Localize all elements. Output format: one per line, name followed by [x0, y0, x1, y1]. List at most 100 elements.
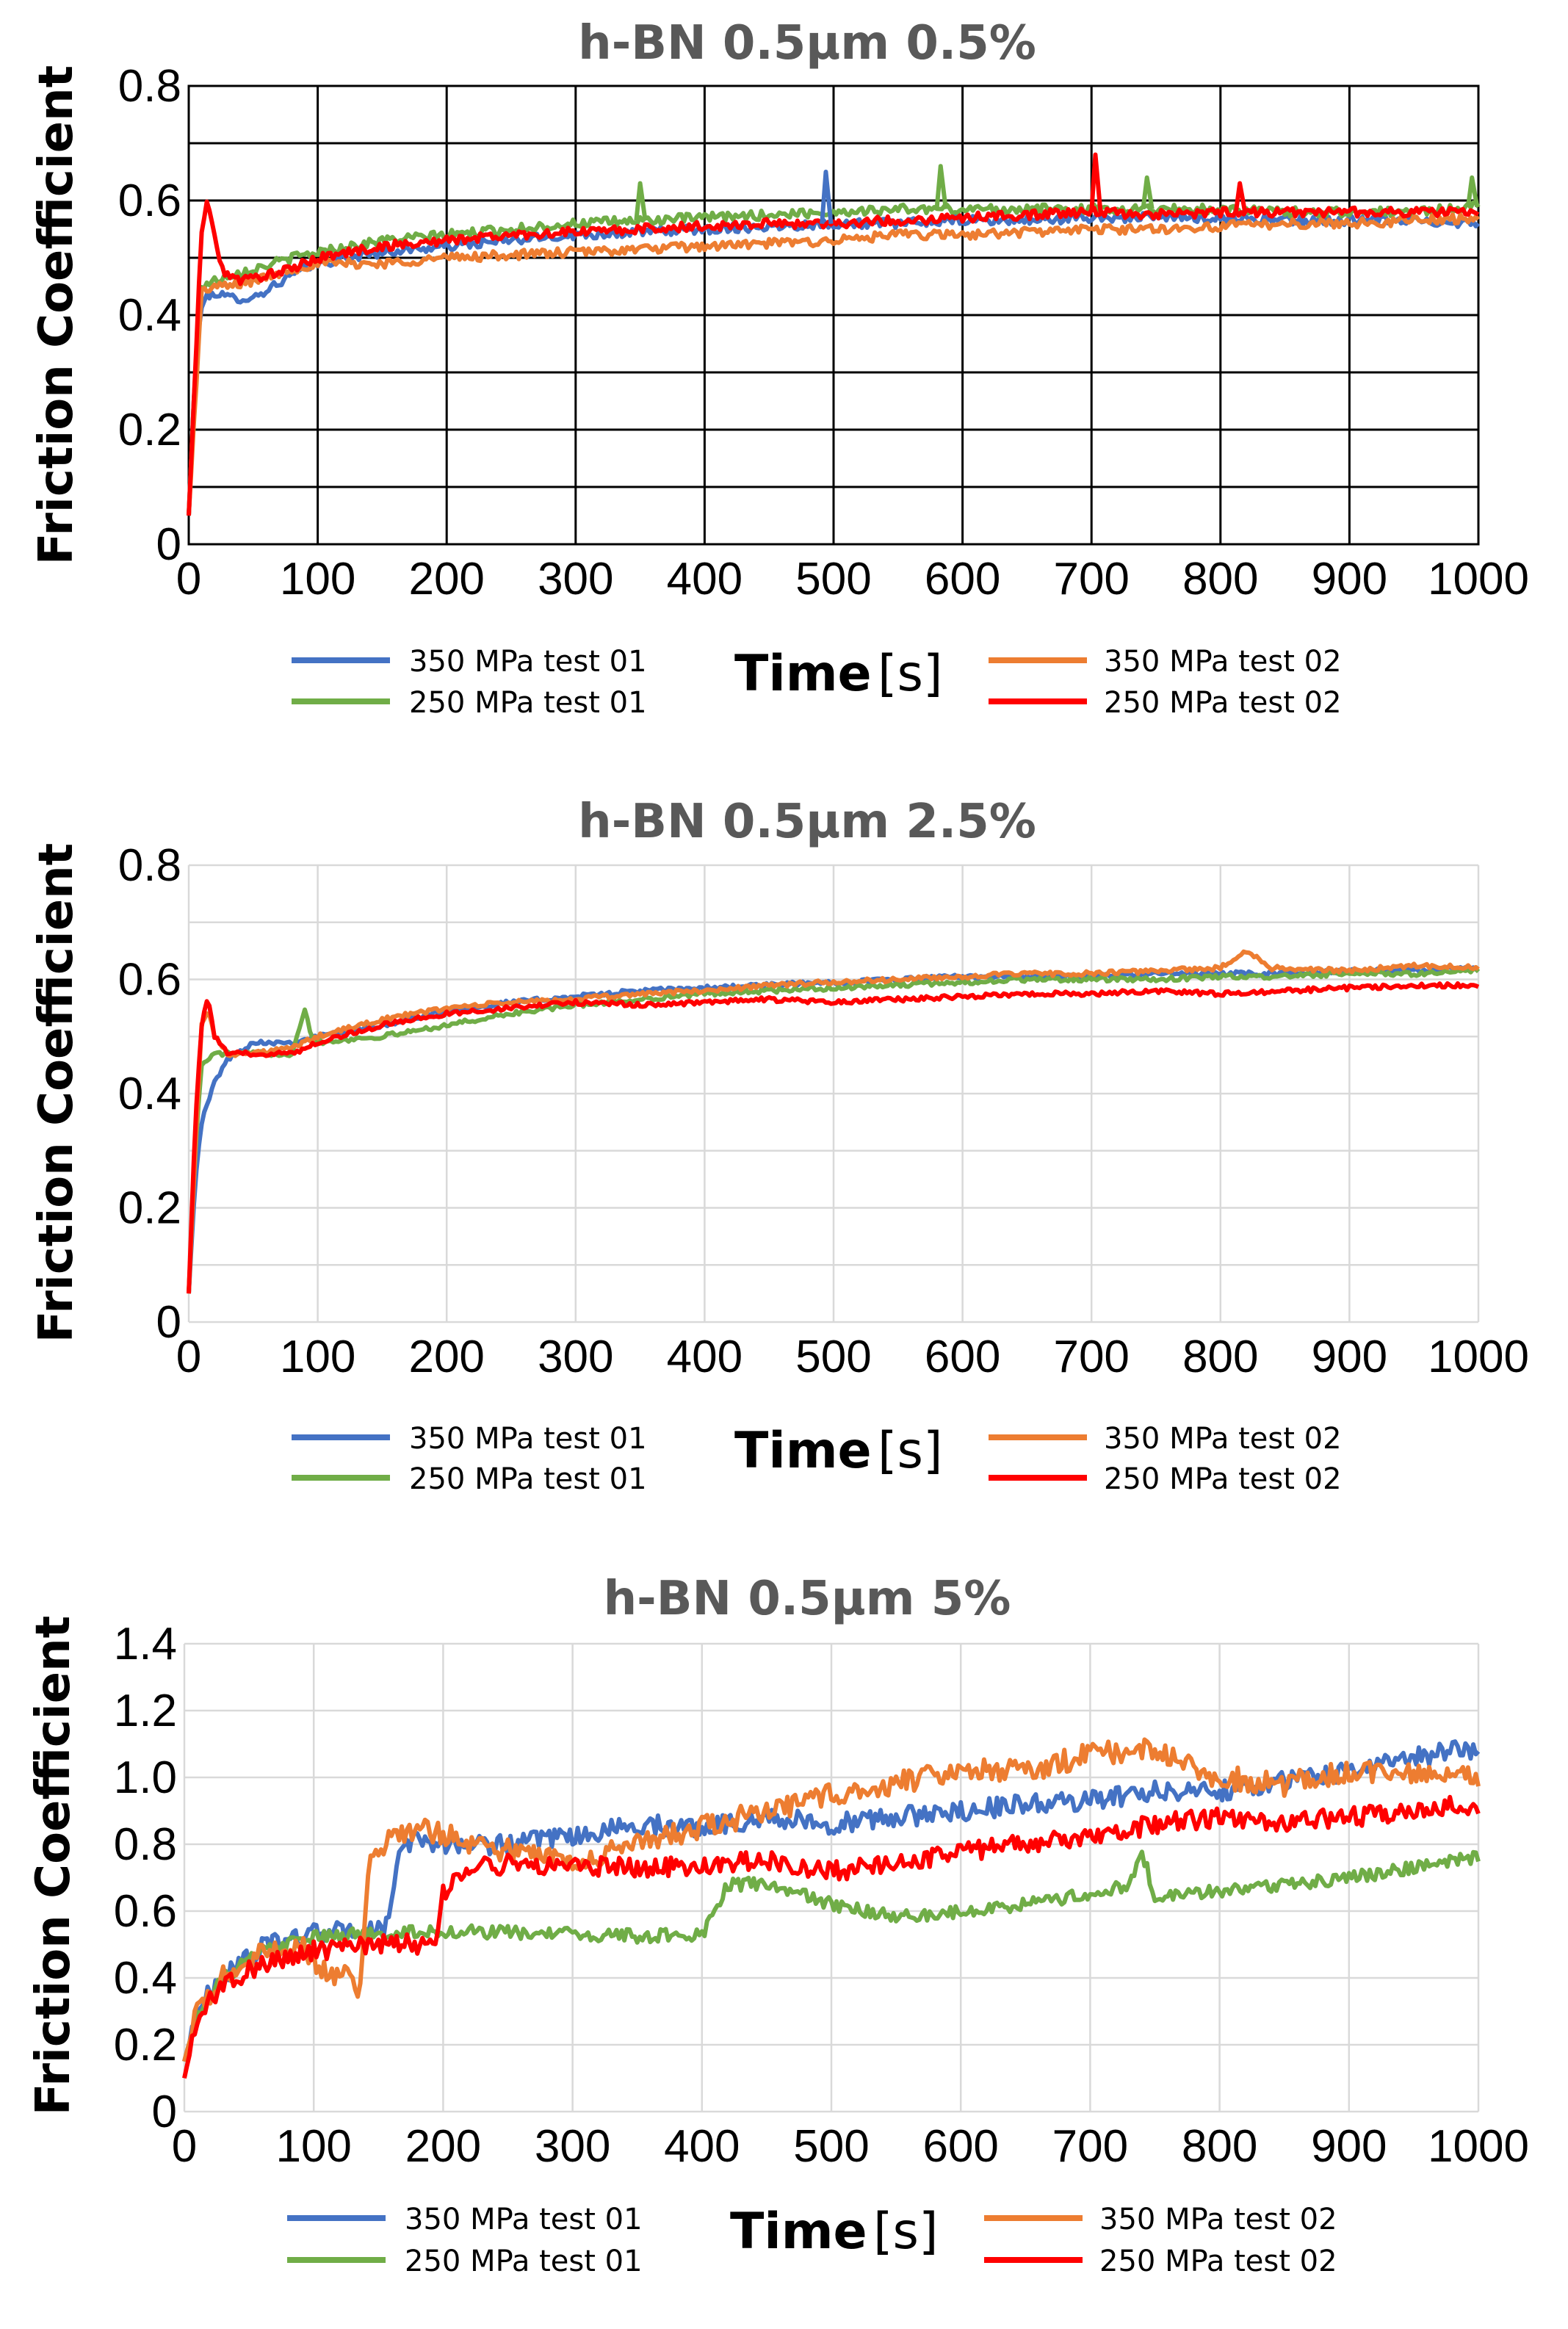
y-tick-label: 0.2 — [118, 1183, 181, 1234]
y-tick-label: 0.6 — [114, 1886, 177, 1937]
y-tick-label: 0.8 — [118, 61, 181, 112]
x-tick-label: 600 — [922, 2121, 998, 2172]
y-tick-label: 1.4 — [114, 1619, 177, 1669]
legend: 350 MPa test 01 250 MPa test 01 350 MPa … — [292, 1422, 1342, 1496]
series-line-250-mpa-test-02 — [182, 1794, 1481, 2079]
legend-label-250-test-01: 250 MPa test 01 — [405, 2245, 643, 2278]
x-tick-label: 800 — [1182, 2121, 1257, 2172]
x-tick-label: 900 — [1312, 554, 1387, 604]
x-tick-label: 1000 — [1428, 1332, 1529, 1382]
x-tick-label: 0 — [172, 2121, 197, 2172]
chart-title: h-BN 0.5µm 5% — [604, 1572, 1011, 1626]
series-spike — [1233, 181, 1248, 213]
x-axis-unit: [s] — [878, 645, 943, 703]
legend-label-250-test-02: 250 MPa test 02 — [1104, 1462, 1342, 1496]
x-tick-label: 100 — [280, 554, 355, 604]
y-tick-label: 1.2 — [114, 1686, 177, 1736]
series-spike — [634, 181, 648, 221]
y-tick-label: 0.8 — [114, 1819, 177, 1870]
x-tick-label: 800 — [1182, 554, 1258, 604]
y-axis-label: Friction Coefficient — [26, 1616, 81, 2116]
x-tick-label: 0 — [176, 554, 201, 604]
x-axis-label: Time — [734, 1422, 872, 1480]
series-spike — [1141, 175, 1155, 210]
x-tick-label: 0 — [176, 1332, 201, 1382]
series-line-350-mpa-test-01 — [187, 211, 1481, 516]
chart-5-percent: h-BN 0.5µm 5% Friction Coefficient 00.20… — [26, 1572, 1529, 2278]
series-group — [187, 152, 1481, 516]
legend-label-250-test-01: 250 MPa test 01 — [409, 686, 647, 720]
legend: 350 MPa test 01 250 MPa test 01 350 MPa … — [292, 645, 1342, 720]
x-tick-label: 600 — [925, 554, 1000, 604]
grid — [187, 84, 1480, 546]
x-tick-label: 900 — [1312, 1332, 1387, 1382]
series-group — [187, 949, 1481, 1294]
series-line-350-mpa-test-02 — [187, 212, 1481, 516]
chart-0.5-percent: h-BN 0.5µm 0.5% Friction Coefficient 0 0.… — [29, 16, 1529, 720]
x-tick-label: 500 — [793, 2121, 869, 2172]
series-spike — [820, 170, 834, 224]
legend-label-250-test-02: 250 MPa test 02 — [1104, 686, 1342, 720]
legend-label-350-test-01: 350 MPa test 01 — [409, 1422, 647, 1456]
y-tick-label: 0.2 — [118, 405, 181, 455]
chart-title: h-BN 0.5µm 2.5% — [578, 795, 1036, 849]
y-tick-labels: 0 0.2 0.4 0.6 0.8 1.0 1.2 1.4 — [114, 1619, 177, 2137]
x-tick-label: 700 — [1052, 2121, 1128, 2172]
legend-label-350-test-01: 350 MPa test 01 — [405, 2203, 643, 2236]
series-spike — [1089, 152, 1103, 213]
legend: 350 MPa test 01 250 MPa test 01 350 MPa … — [287, 2203, 1337, 2278]
legend-label-250-test-02: 250 MPa test 02 — [1099, 2245, 1337, 2278]
series-spike — [1465, 175, 1480, 208]
x-tick-labels: 0 100 200 300 400 500 600 700 800 900 1000 — [172, 2121, 1529, 2172]
x-tick-label: 300 — [538, 1332, 613, 1382]
y-tick-label: 0 — [156, 519, 181, 570]
x-tick-label: 700 — [1053, 554, 1129, 604]
y-tick-label: 0.4 — [118, 290, 181, 341]
x-axis-label: Time — [730, 2203, 867, 2261]
legend-label-350-test-02: 350 MPa test 02 — [1104, 645, 1342, 679]
x-tick-label: 600 — [925, 1332, 1000, 1382]
x-tick-label: 100 — [280, 1332, 355, 1382]
x-tick-label: 500 — [795, 1332, 871, 1382]
y-tick-label: 0 — [152, 2087, 177, 2137]
y-tick-label: 0.4 — [118, 1069, 181, 1119]
chart-2.5-percent: h-BN 0.5µm 2.5% Friction Coefficient 0 0.… — [29, 795, 1529, 1496]
y-tick-labels: 0 0.2 0.4 0.6 0.8 — [118, 840, 181, 1348]
x-tick-label: 200 — [408, 554, 484, 604]
x-tick-label: 1000 — [1428, 554, 1529, 604]
x-tick-label: 400 — [664, 2121, 740, 2172]
x-tick-label: 500 — [795, 554, 871, 604]
x-axis-unit: [s] — [873, 2203, 939, 2261]
grid — [183, 1642, 1480, 2113]
x-axis-unit: [s] — [878, 1422, 943, 1480]
y-tick-label: 0.2 — [114, 2020, 177, 2070]
series-line-350-mpa-test-02 — [187, 949, 1480, 1294]
series-line-250-mpa-test-01 — [182, 1849, 1481, 2062]
x-tick-label: 100 — [275, 2121, 351, 2172]
x-tick-label: 700 — [1053, 1332, 1129, 1382]
x-tick-label: 300 — [535, 2121, 610, 2172]
plot-frame — [187, 84, 1480, 546]
series-group — [182, 1737, 1481, 2079]
x-tick-label: 900 — [1311, 2121, 1387, 2172]
x-tick-labels: 0 100 200 300 400 500 600 700 800 900 1000 — [176, 554, 1529, 604]
x-axis-label: Time — [734, 645, 872, 703]
y-tick-label: 0.6 — [118, 176, 181, 226]
series-line-250-mpa-test-01 — [187, 967, 1481, 1294]
y-tick-label: 0.4 — [114, 1953, 177, 2004]
x-tick-label: 200 — [408, 1332, 484, 1382]
y-tick-label: 0.6 — [118, 955, 181, 1005]
series-line-250-mpa-test-02 — [187, 199, 1480, 516]
legend-label-350-test-02: 350 MPa test 02 — [1104, 1422, 1342, 1456]
y-tick-label: 0.8 — [118, 840, 181, 891]
x-tick-labels: 0 100 200 300 400 500 600 700 800 900 1000 — [176, 1332, 1529, 1382]
series-line-350-mpa-test-02 — [182, 1737, 1481, 2062]
y-tick-label: 1.0 — [114, 1752, 177, 1803]
y-tick-label: 0 — [156, 1297, 181, 1348]
x-tick-label: 400 — [667, 1332, 743, 1382]
grid — [187, 864, 1480, 1324]
x-tick-label: 200 — [405, 2121, 481, 2172]
x-tick-label: 400 — [667, 554, 743, 604]
series-line-250-mpa-test-02 — [187, 981, 1480, 1294]
